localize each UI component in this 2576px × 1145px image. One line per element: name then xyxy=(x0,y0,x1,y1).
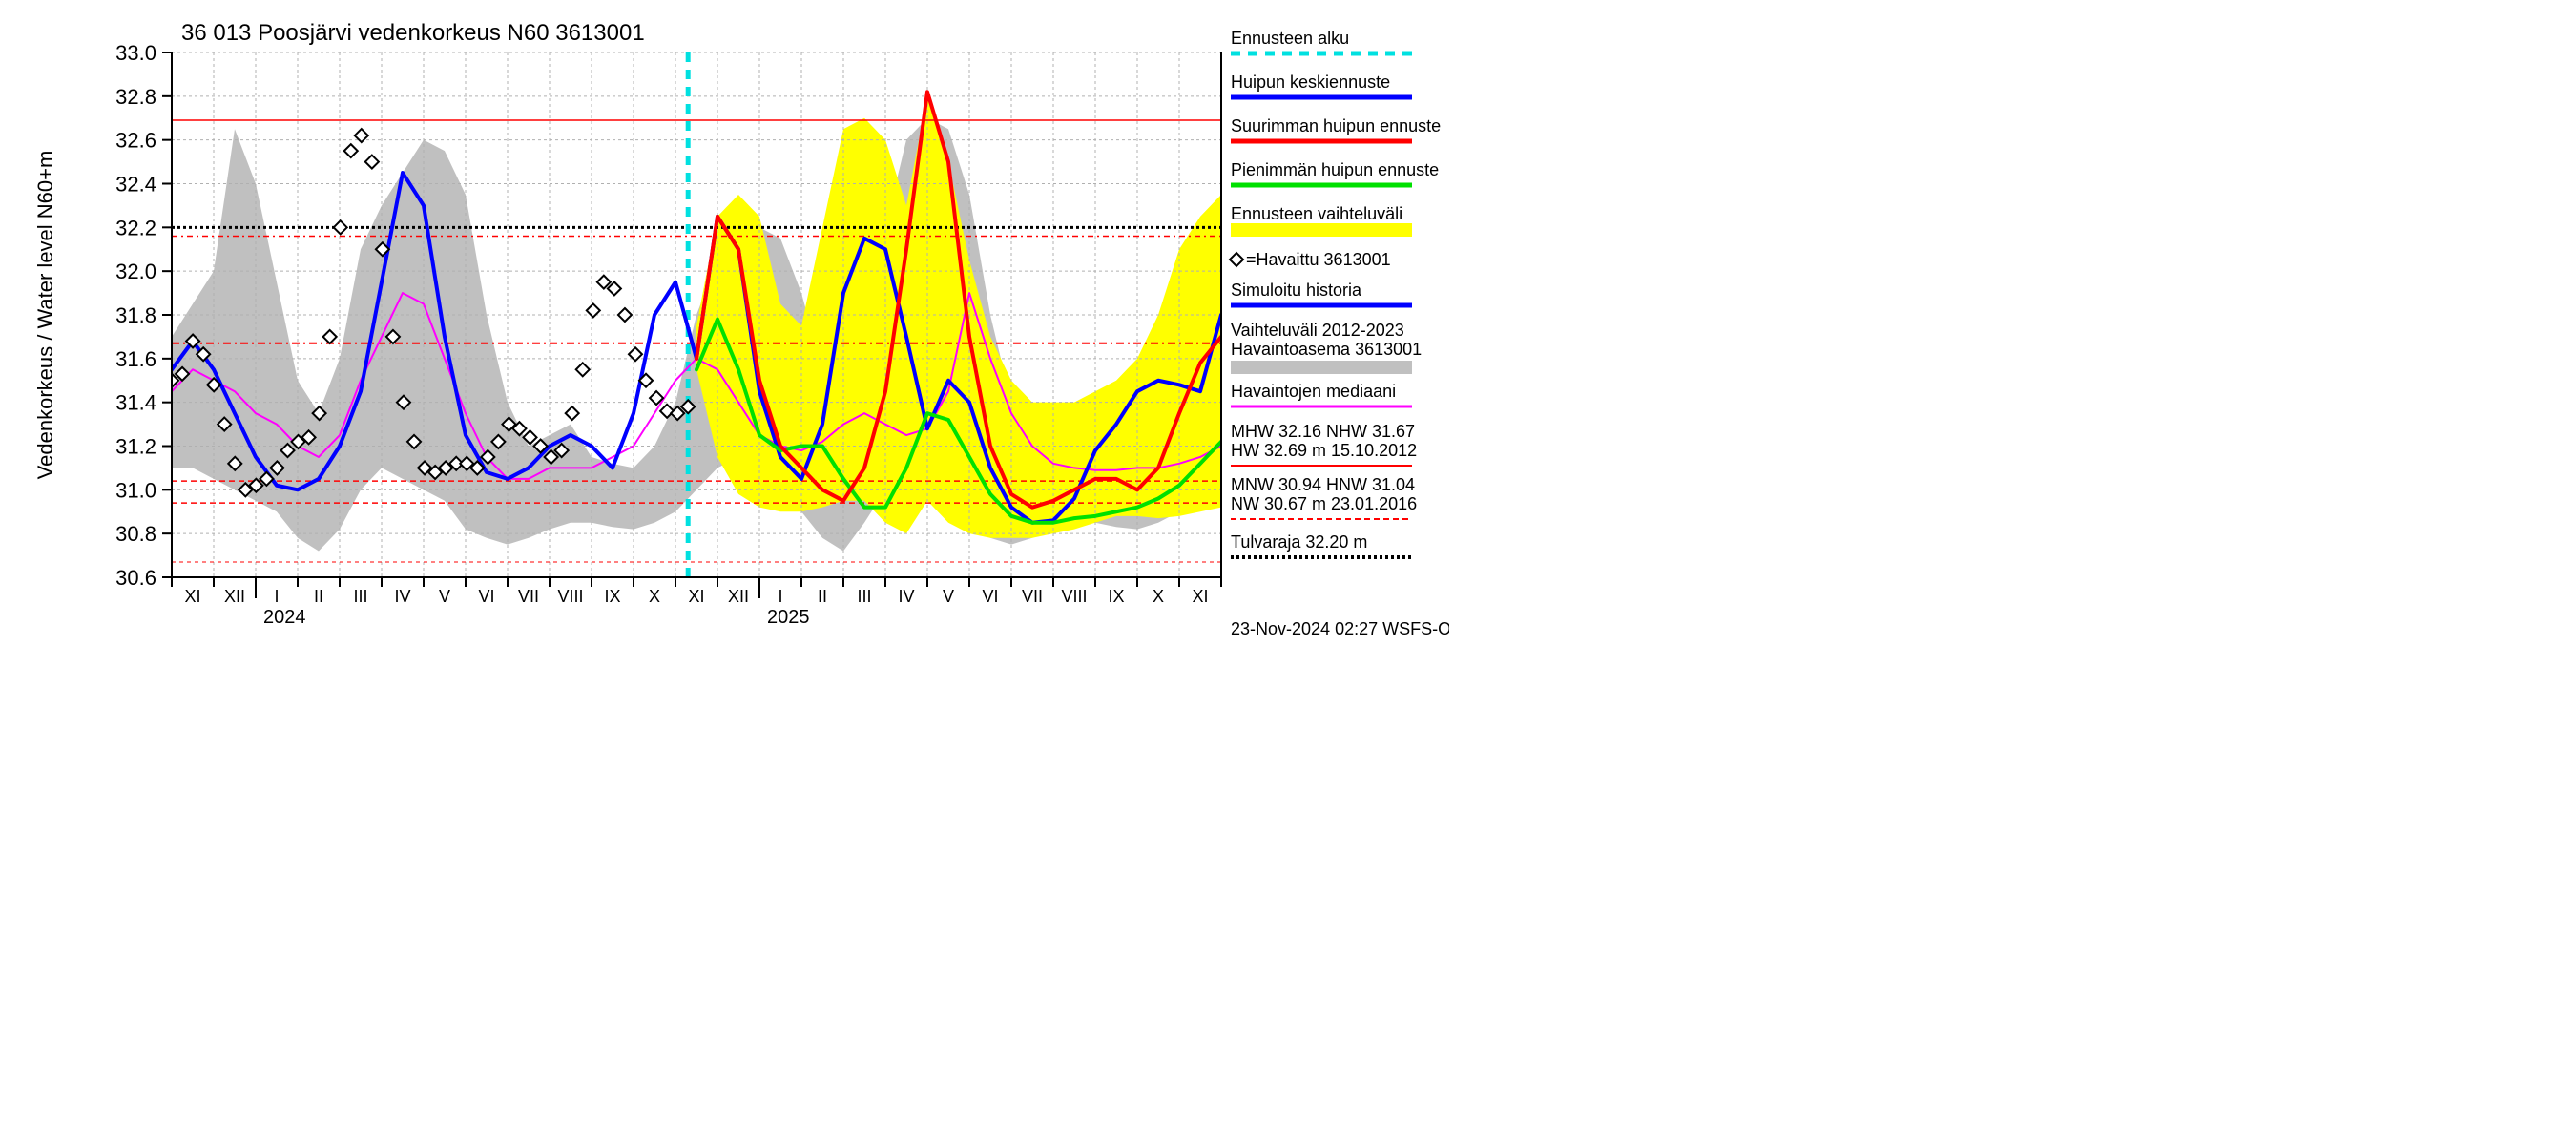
x-tick-label: I xyxy=(778,587,782,606)
x-tick-label: XI xyxy=(1192,587,1208,606)
x-tick-label: XI xyxy=(184,587,200,606)
y-axis-label: Vedenkorkeus / Water level N60+m xyxy=(33,151,57,480)
legend-label: Huipun keskiennuste xyxy=(1231,73,1390,92)
y-tick-label: 31.8 xyxy=(115,303,156,327)
x-tick-label: II xyxy=(314,587,323,606)
diamond-icon xyxy=(1230,253,1243,266)
x-tick-label: III xyxy=(353,587,367,606)
legend-label: MHW 32.16 NHW 31.67 xyxy=(1231,422,1415,441)
x-tick-label: IV xyxy=(898,587,914,606)
legend-item: Ennusteen vaihteluväli xyxy=(1231,204,1412,237)
legend-item: Simuloitu historia xyxy=(1231,281,1412,305)
x-tick-label: IX xyxy=(604,587,620,606)
legend-label: Tulvaraja 32.20 m xyxy=(1231,532,1367,552)
y-tick-label: 31.0 xyxy=(115,478,156,502)
year-label: 2024 xyxy=(263,607,306,628)
y-tick-label: 32.2 xyxy=(115,216,156,239)
y-tick-label: 32.0 xyxy=(115,260,156,283)
legend-label: NW 30.67 m 23.01.2016 xyxy=(1231,494,1417,513)
legend-item: MHW 32.16 NHW 31.67HW 32.69 m 15.10.2012 xyxy=(1231,422,1417,466)
x-tick-label: VI xyxy=(982,587,998,606)
x-tick-label: V xyxy=(943,587,954,606)
x-tick-label: II xyxy=(818,587,827,606)
y-tick-label: 32.8 xyxy=(115,85,156,109)
legend-item: Huipun keskiennuste xyxy=(1231,73,1412,97)
legend-item: Suurimman huipun ennuste xyxy=(1231,116,1441,141)
y-tick-label: 30.8 xyxy=(115,522,156,546)
legend-label: =Havaittu 3613001 xyxy=(1246,250,1391,269)
legend-label: Pienimmän huipun ennuste xyxy=(1231,160,1439,179)
legend-item: Havaintojen mediaani xyxy=(1231,382,1412,406)
year-label: 2025 xyxy=(767,607,810,628)
x-tick-label: XII xyxy=(224,587,245,606)
legend-item: Pienimmän huipun ennuste xyxy=(1231,160,1439,185)
y-tick-label: 32.6 xyxy=(115,129,156,153)
legend-item: =Havaittu 3613001 xyxy=(1230,250,1391,269)
legend-swatch xyxy=(1231,223,1412,237)
legend-label: Vaihteluväli 2012-2023 xyxy=(1231,321,1404,340)
y-tick-label: 30.6 xyxy=(115,566,156,590)
x-tick-label: IV xyxy=(394,587,410,606)
legend-swatch xyxy=(1231,361,1412,374)
chart-title: 36 013 Poosjärvi vedenkorkeus N60 361300… xyxy=(181,20,645,46)
legend-label: Ennusteen alku xyxy=(1231,29,1349,48)
x-tick-label: I xyxy=(274,587,279,606)
legend-label: HW 32.69 m 15.10.2012 xyxy=(1231,441,1417,460)
y-tick-label: 31.2 xyxy=(115,435,156,459)
x-tick-label: V xyxy=(439,587,450,606)
x-tick-label: IX xyxy=(1108,587,1124,606)
legend-label: Ennusteen vaihteluväli xyxy=(1231,204,1402,223)
y-tick-label: 32.4 xyxy=(115,173,156,197)
legend-label: Simuloitu historia xyxy=(1231,281,1362,300)
y-tick-label: 31.4 xyxy=(115,391,156,415)
legend-label: Havaintoasema 3613001 xyxy=(1231,340,1422,359)
x-tick-label: VII xyxy=(518,587,539,606)
x-tick-label: III xyxy=(857,587,871,606)
water-level-chart: 30.6 30.8 31.0 31.2 31.4 31.6 31.8 32.0 32.2 32.4… xyxy=(0,0,1449,644)
legend-item: MNW 30.94 HNW 31.04NW 30.67 m 23.01.2016 xyxy=(1231,475,1417,519)
legend-label: MNW 30.94 HNW 31.04 xyxy=(1231,475,1415,494)
x-tick-label: VII xyxy=(1022,587,1043,606)
x-tick-label: XII xyxy=(728,587,749,606)
x-tick-label: XI xyxy=(688,587,704,606)
legend-label: Havaintojen mediaani xyxy=(1231,382,1396,401)
y-tick-label: 33.0 xyxy=(115,41,156,65)
footer-timestamp: 23-Nov-2024 02:27 WSFS-O xyxy=(1231,619,1449,638)
legend-item: Tulvaraja 32.20 m xyxy=(1231,532,1412,557)
legend-item: Ennusteen alku xyxy=(1231,29,1412,53)
x-tick-label: VIII xyxy=(1061,587,1087,606)
legend-label: Suurimman huipun ennuste xyxy=(1231,116,1441,135)
y-tick-label: 31.6 xyxy=(115,347,156,371)
legend-item: Vaihteluväli 2012-2023 Havaintoasema 361… xyxy=(1231,321,1422,374)
x-tick-label: VIII xyxy=(557,587,583,606)
x-tick-label: VI xyxy=(478,587,494,606)
x-tick-label: X xyxy=(649,587,660,606)
x-tick-label: X xyxy=(1153,587,1164,606)
